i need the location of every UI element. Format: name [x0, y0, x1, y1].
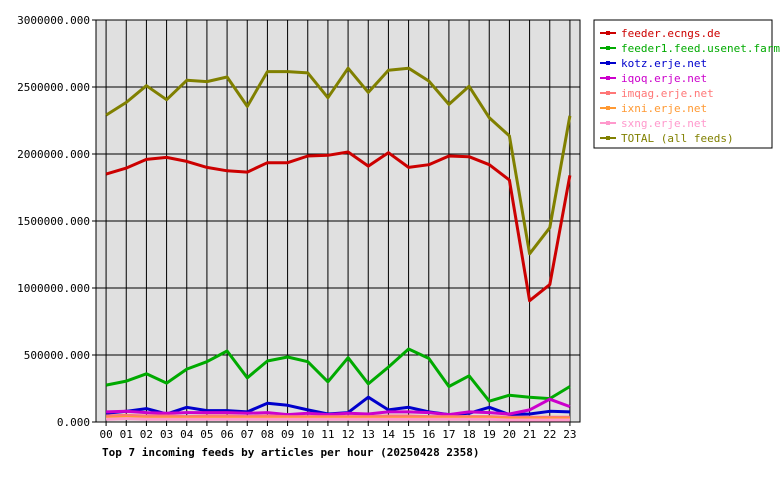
series-line-1 [105, 347, 571, 403]
series-line-6 [106, 417, 570, 422]
x-tick-label: 04 [180, 428, 194, 441]
legend-entry: sxng.erje.net [621, 117, 707, 130]
legend-swatch-marker [606, 136, 610, 140]
y-tick-label: 0.000 [57, 416, 90, 429]
x-tick-label: 21 [523, 428, 536, 441]
legend-entry: TOTAL (all feeds) [621, 132, 734, 145]
y-tick-label: 1000000.000 [17, 282, 90, 295]
series-line-0 [105, 150, 572, 303]
legend-box [593, 19, 773, 149]
x-tick-label: 14 [382, 428, 396, 441]
legend-entry: feeder.ecngs.de [621, 27, 720, 40]
legend: feeder.ecngs.de feeder1.feed.usenet.farm k… [600, 27, 780, 145]
x-tick-label: 17 [442, 428, 455, 441]
legend-swatch-marker [606, 46, 610, 50]
y-tick-label: 1500000.000 [17, 215, 90, 228]
legend-swatch-marker [606, 121, 610, 125]
x-tick-label: 08 [261, 428, 274, 441]
legend-swatch-marker [606, 61, 610, 65]
legend-entry: iqoq.erje.net [621, 72, 707, 85]
x-tick-label: 13 [362, 428, 375, 441]
legend-entry: feeder1.feed.usenet.farm [621, 42, 780, 55]
x-tick-label: 19 [483, 428, 496, 441]
legend-entry: imqag.erje.net [621, 87, 714, 100]
x-tick-label: 06 [220, 428, 233, 441]
y-tick-label: 2500000.000 [17, 81, 90, 94]
x-tick-label: 02 [140, 428, 153, 441]
chart-caption: Top 7 incoming feeds by articles per hou… [102, 446, 480, 459]
legend-swatch-marker [606, 106, 610, 110]
legend-swatch-marker [606, 31, 610, 35]
legend-swatch-marker [606, 76, 610, 80]
x-tick-label: 09 [281, 428, 294, 441]
x-tick-label: 05 [200, 428, 213, 441]
legend-entry: ixni.erje.net [621, 102, 707, 115]
series-line-7 [105, 66, 572, 256]
x-tick-label: 07 [241, 428, 254, 441]
x-tick-label: 03 [160, 428, 173, 441]
x-tick-label: 18 [462, 428, 475, 441]
x-tick-label: 11 [321, 428, 334, 441]
x-axis: 00 01 02 03 04 05 06 07 08 09 10 11 12 13 14 15 16 17 18 19… [99, 422, 577, 441]
legend-entry: kotz.erje.net [621, 57, 707, 70]
x-tick-label: 10 [301, 428, 314, 441]
x-tick-label: 00 [99, 428, 112, 441]
x-tick-label: 15 [402, 428, 415, 441]
series-lines [105, 66, 572, 422]
x-tick-label: 22 [543, 428, 556, 441]
x-tick-label: 23 [563, 428, 576, 441]
legend-swatch-marker [606, 91, 610, 95]
x-tick-label: 01 [120, 428, 133, 441]
y-tick-label: 2000000.000 [17, 148, 90, 161]
y-tick-label: 500000.000 [24, 349, 90, 362]
x-tick-label: 20 [503, 428, 516, 441]
series-line-3 [106, 397, 571, 417]
x-tick-label: 16 [422, 428, 435, 441]
x-tick-label: 12 [341, 428, 354, 441]
y-axis: 0.000 500000.000 1000000.000 1500000.000 200… [17, 14, 96, 429]
y-tick-label: 3000000.000 [17, 14, 90, 27]
